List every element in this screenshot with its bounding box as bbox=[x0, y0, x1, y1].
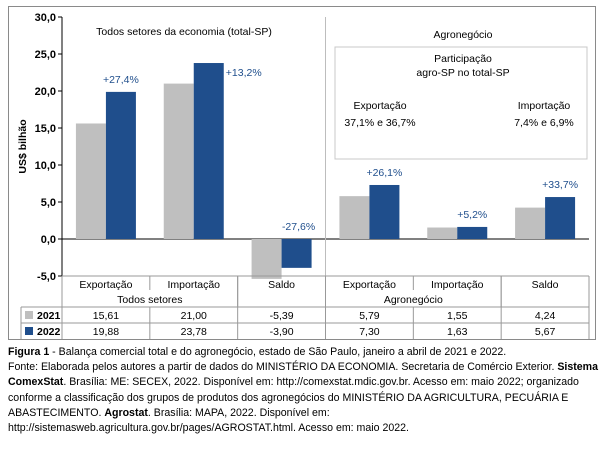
table-value-2021: 5,79 bbox=[359, 310, 380, 322]
bar-chart: 30,0 25,0 20,0 15,0 10,0 5,0 0,0 -5,0 US$ bilhão… bbox=[17, 12, 590, 339]
chart-container: 30,0 25,0 20,0 15,0 10,0 5,0 0,0 -5,0 US$ bilhão… bbox=[8, 6, 596, 340]
source-text-3: . Brasília: MAPA, 2022. Disponível em: h… bbox=[8, 406, 409, 435]
legend-swatch-2022 bbox=[25, 327, 33, 335]
participation-title: Participação bbox=[434, 53, 492, 65]
participation-export-label: Exportação bbox=[353, 100, 406, 112]
y-tick-label: 5,0 bbox=[41, 197, 56, 209]
category-label: Saldo bbox=[268, 279, 295, 291]
change-label: +5,2% bbox=[457, 209, 487, 221]
y-tick-label: 15,0 bbox=[35, 123, 56, 135]
source-bold-1: Sistema ComexStat bbox=[8, 361, 598, 389]
y-tick-label: -5,0 bbox=[37, 271, 56, 283]
source-text-1: Fonte: Elaborada pelos autores a partir … bbox=[8, 361, 558, 374]
group-label: Agronegócio bbox=[384, 294, 443, 306]
change-label: +13,2% bbox=[226, 67, 262, 79]
table-value-2021: 1,55 bbox=[447, 310, 468, 322]
legend-label-2022: 2022 bbox=[37, 326, 61, 338]
change-label: +27,4% bbox=[103, 74, 139, 86]
bar-2022 bbox=[281, 239, 312, 268]
bar-2021 bbox=[75, 123, 106, 239]
bar-2022 bbox=[457, 226, 488, 239]
table-value-2022: 5,67 bbox=[535, 326, 556, 338]
bar-2021 bbox=[251, 239, 282, 279]
y-tick-label: 30,0 bbox=[35, 12, 56, 24]
participation-import-label: Importação bbox=[518, 100, 571, 112]
table-value-2022: 1,63 bbox=[447, 326, 468, 338]
change-label: +33,7% bbox=[542, 179, 578, 191]
bar-2022 bbox=[545, 197, 576, 239]
group-label: Todos setores bbox=[117, 294, 182, 306]
table-value-2022: -3,90 bbox=[270, 326, 294, 338]
bar-2022 bbox=[369, 184, 400, 239]
y-tick-label: 10,0 bbox=[35, 160, 56, 172]
legend-swatch-2021 bbox=[25, 311, 33, 319]
category-label: Exportação bbox=[79, 279, 132, 291]
table-value-2021: 15,61 bbox=[93, 310, 119, 322]
source-text-2: . Brasília: ME: SECEX, 2022. Disponível … bbox=[8, 376, 579, 419]
source-bold-2: Agrostat bbox=[104, 406, 148, 419]
legend-label-2021: 2021 bbox=[37, 310, 61, 322]
table-value-2022: 19,88 bbox=[93, 326, 119, 338]
panel-title: Todos setores da economia (total-SP) bbox=[96, 26, 272, 38]
change-label: +26,1% bbox=[366, 167, 402, 179]
table-value-2022: 7,30 bbox=[359, 326, 380, 338]
bar-2022 bbox=[193, 63, 224, 239]
bar-2021 bbox=[339, 196, 370, 239]
y-tick-label: 0,0 bbox=[41, 234, 56, 246]
bar-2021 bbox=[515, 207, 546, 239]
bar-2022 bbox=[105, 91, 136, 239]
y-axis-label: US$ bilhão bbox=[17, 119, 29, 173]
table-value-2022: 23,78 bbox=[181, 326, 207, 338]
participation-import-value: 7,4% e 6,9% bbox=[514, 117, 574, 129]
bar-2021 bbox=[163, 83, 194, 239]
category-label: Importação bbox=[431, 279, 484, 291]
category-label: Exportação bbox=[343, 279, 396, 291]
y-tick-label: 25,0 bbox=[35, 49, 56, 61]
participation-subtitle: agro-SP no total-SP bbox=[416, 67, 509, 79]
change-label: -27,6% bbox=[282, 221, 315, 233]
y-tick-label: 20,0 bbox=[35, 86, 56, 98]
table-value-2021: 4,24 bbox=[535, 310, 556, 322]
category-label: Importação bbox=[167, 279, 220, 291]
table-value-2021: 21,00 bbox=[181, 310, 207, 322]
figure-label: Figura 1 bbox=[8, 346, 50, 358]
category-label: Saldo bbox=[532, 279, 559, 291]
participation-export-value: 37,1% e 36,7% bbox=[344, 117, 415, 129]
participation-box bbox=[334, 46, 588, 160]
figure-caption: Figura 1 - Balança comercial total e do … bbox=[8, 345, 600, 436]
table-value-2021: -5,39 bbox=[270, 310, 294, 322]
bar-2021 bbox=[427, 227, 458, 239]
panel-title: Agronegócio bbox=[434, 29, 493, 41]
figure-text: - Balança comercial total e do agronegóc… bbox=[49, 346, 507, 358]
